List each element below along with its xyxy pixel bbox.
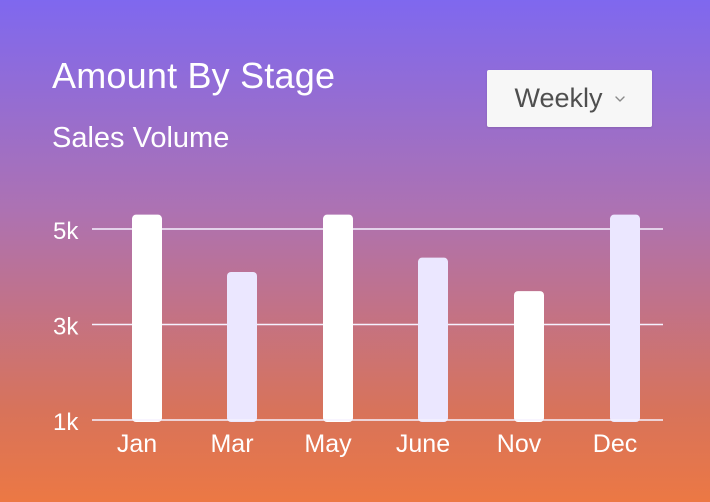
bar-dec [610, 214, 640, 422]
period-dropdown-label: Weekly [514, 83, 603, 113]
bar-mar [227, 271, 257, 422]
chart-grid [92, 228, 663, 326]
bar-nov [514, 291, 544, 422]
chart-bars [132, 214, 640, 422]
page-title: Amount By Stage [52, 55, 336, 96]
period-dropdown[interactable]: Weekly [487, 70, 652, 127]
chevron-down-icon [614, 94, 625, 104]
x-tick-label-dec: Dec [593, 430, 637, 458]
x-tick-label-june: June [396, 430, 450, 458]
bar-jan [132, 214, 162, 422]
bar-june [418, 257, 448, 422]
y-tick-label: 3k [53, 314, 79, 341]
x-tick-label-may: May [304, 430, 352, 458]
chart-subtitle: Sales Volume [52, 122, 230, 154]
bar-may [323, 214, 353, 422]
y-tick-label: 1k [53, 409, 79, 436]
x-tick-label-nov: Nov [497, 430, 542, 458]
y-tick-label: 5k [53, 218, 79, 245]
chart-axis: 1k 3k 5k Jan Mar May June Nov Dec [53, 218, 663, 458]
x-tick-label-jan: Jan [117, 430, 157, 458]
x-tick-label-mar: Mar [210, 430, 253, 458]
